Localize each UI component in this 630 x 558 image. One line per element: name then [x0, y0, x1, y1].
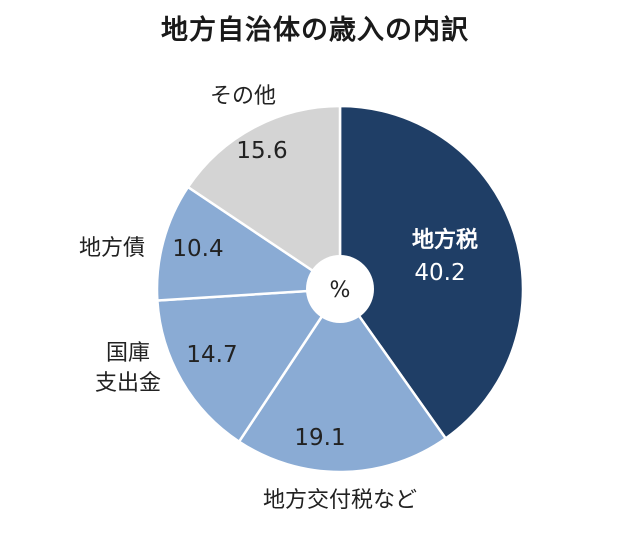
- slice-value-chihousai: 10.4: [172, 236, 223, 262]
- slice-label-kokko-line2: 支出金: [95, 371, 161, 396]
- slice-label-kokko-line1: 国庫: [106, 341, 150, 366]
- slice-value-koufuzei: 19.1: [294, 425, 345, 451]
- unit-label: %: [330, 278, 351, 303]
- slice-label-koufuzei: 地方交付税など: [263, 488, 417, 513]
- pie-slice-chihouzei: [338, 104, 525, 441]
- slice-label-sonota: その他: [210, 84, 276, 109]
- slice-label-chihouzei: 地方税: [412, 227, 478, 253]
- slice-label-chihousai: 地方債: [79, 236, 145, 261]
- slice-value-kokko: 14.7: [186, 342, 237, 368]
- pie-slice-kokko: [156, 287, 343, 444]
- pie-slice-chihousai: [155, 185, 344, 302]
- chart-title: 地方自治体の歳入の内訳: [161, 15, 469, 46]
- pie-slice-sonota: [186, 104, 342, 292]
- center-hole: [306, 255, 374, 323]
- pie-slice-koufuzei: [237, 286, 448, 474]
- slice-value-chihouzei: 40.2: [414, 260, 465, 286]
- slice-value-sonota: 15.6: [236, 138, 287, 164]
